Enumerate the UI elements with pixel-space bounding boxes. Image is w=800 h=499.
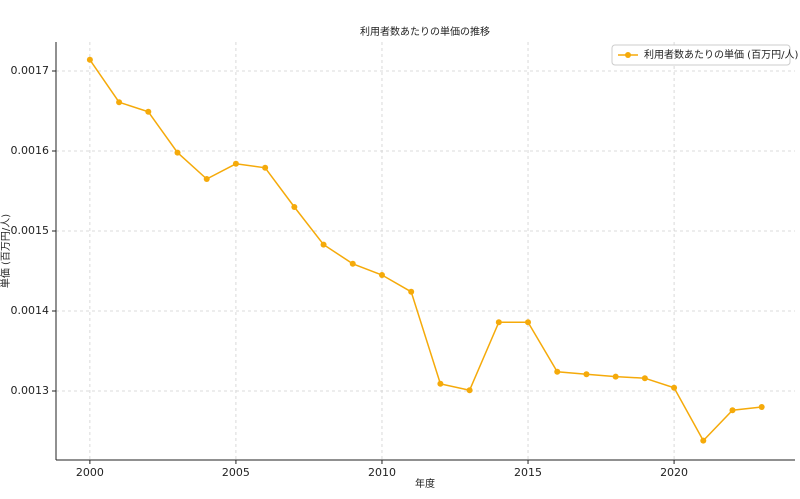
legend-label: 利用者数あたりの単価 (百万円/人) [644,48,798,61]
y-tick-label: 0.0014 [11,304,50,317]
point [203,176,210,182]
point [378,272,385,278]
y-tick-label: 0.0017 [11,64,50,77]
x-tick-label: 2020 [660,466,688,479]
point [86,56,93,63]
point [671,384,678,391]
y-tick-label: 0.0013 [11,384,50,397]
point [612,373,619,380]
point [437,380,444,387]
y-tick-label: 0.0015 [11,224,50,237]
point [320,241,327,248]
x-tick-label: 2015 [514,466,542,479]
y-axis-label: 単価 (百万円/人) [0,214,12,288]
point [554,368,561,375]
legend-marker [625,52,631,58]
point [583,371,590,378]
point [408,288,415,295]
point [262,164,269,171]
x-tick-label: 2005 [222,466,250,479]
chart-title: 利用者数あたりの単価の推移 [360,25,490,38]
point [145,108,152,115]
x-tick-label: 2010 [368,466,396,479]
point [700,437,707,444]
point [466,387,473,394]
line [89,59,762,442]
point [495,319,502,326]
x-tick-label: 2000 [76,466,104,479]
point [291,204,298,210]
point [641,375,648,382]
point [525,319,532,326]
legend-box [611,44,791,66]
point [116,99,123,106]
x-axis-label: 年度 [415,477,435,490]
point [349,260,356,267]
point [729,407,736,414]
point [174,149,181,156]
point [232,160,239,167]
y-tick-label: 0.0016 [11,144,50,157]
point [758,404,765,410]
